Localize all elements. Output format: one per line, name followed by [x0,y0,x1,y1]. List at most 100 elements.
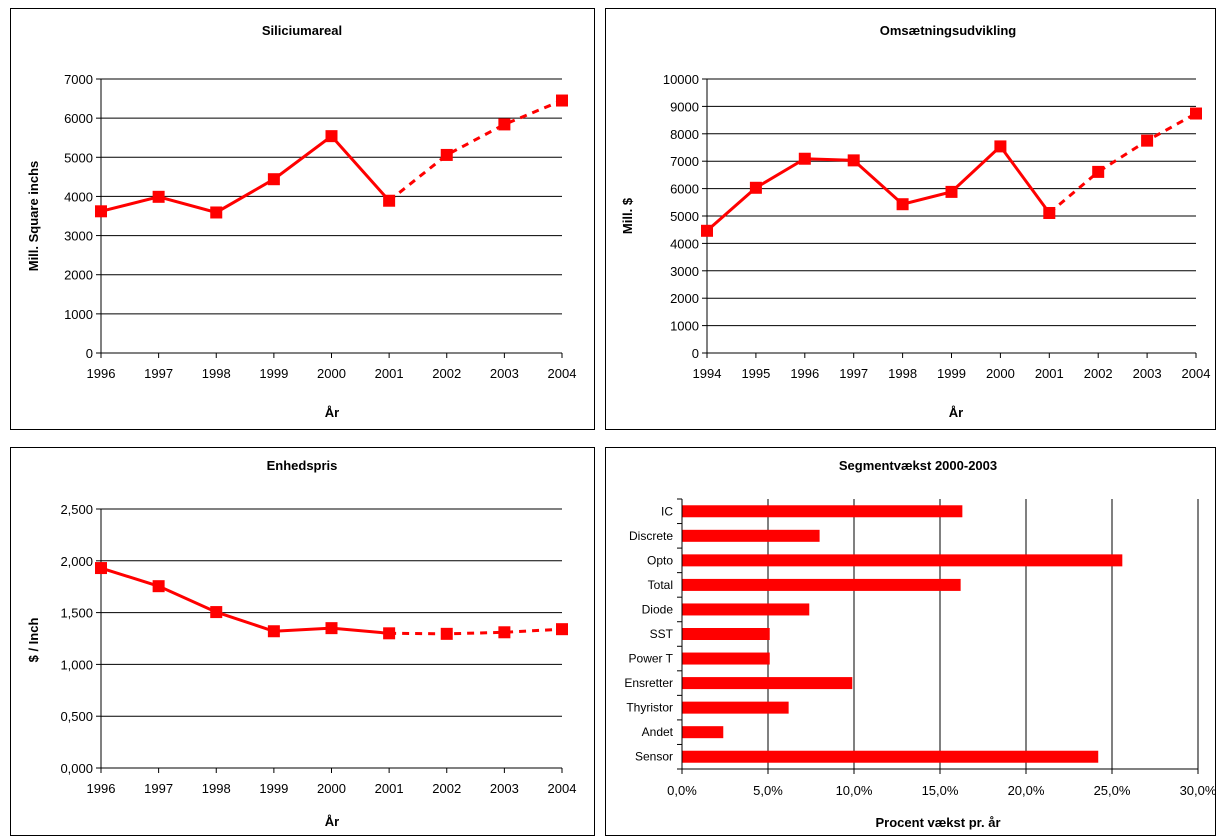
data-point-marker [1043,206,1056,219]
data-point-marker [383,627,396,640]
y-tick-label: 0,000 [60,761,93,776]
y-tick-label: 0,500 [60,709,93,724]
chart-title: Enhedspris [267,458,338,473]
y-tick-label: 2,000 [60,554,93,569]
category-label: Discrete [629,529,673,543]
data-point-marker [556,623,568,636]
bar [682,628,770,640]
chart-title: Segmentvækst 2000-2003 [839,458,997,473]
x-tick-label: 1999 [259,781,288,796]
data-point-marker [210,606,223,619]
category-label: Sensor [635,750,673,764]
y-tick-label: 2,500 [60,502,93,517]
x-tick-label: 2000 [986,366,1015,381]
category-label: Andet [642,725,674,739]
x-tick-label: 1998 [202,366,231,381]
x-tick-label: 2001 [1035,366,1064,381]
x-tick-label: 2000 [317,781,346,796]
y-tick-label: 5000 [64,150,93,165]
chart-panel-enhedspris: Enhedspris År $ / Inch 0,000 0,500 1,000 1,… [10,447,595,836]
y-tick-label: 3000 [670,264,699,279]
chart-title: Omsætningsudvikling [880,23,1017,38]
data-point-marker [152,190,165,203]
x-tick-label: 5,0% [753,783,783,798]
x-tick-label: 2002 [1084,366,1113,381]
x-tick-label: 2004 [548,366,577,381]
y-axis-label: Mill. Square inchs [26,161,41,272]
data-point-marker [383,194,396,207]
y-tick-label: 1000 [670,319,699,334]
data-point-marker [498,626,511,639]
chart-panel-segmentvaekst: Segmentvækst 2000-2003 Procent vækst pr.… [605,447,1216,836]
category-label: SST [650,627,674,641]
y-tick-label: 1000 [64,307,93,322]
x-tick-label: 1997 [839,366,868,381]
x-tick-label: 2004 [548,781,577,796]
x-tick-label: 2001 [375,366,404,381]
y-tick-label: 8000 [670,127,699,142]
bar [682,505,963,518]
series-line-forecast [389,627,563,636]
x-tick-label: 1997 [144,781,173,796]
chart-siliciumareal: Siliciumareal År Mill. Square inchs 0 100… [26,23,577,420]
bar [682,750,1099,763]
category-label: Thyristor [626,701,673,715]
bar [682,603,810,616]
data-point-marker [994,140,1007,153]
chart-enhedspris: Enhedspris År $ / Inch 0,000 0,500 1,000 1,… [26,458,577,829]
y-axis-label: Mill. $ [620,197,635,234]
x-axis-label: År [325,814,339,829]
x-tick-label: 10,0% [836,783,873,798]
data-point-marker [152,580,165,593]
x-tick-label: 1996 [790,366,819,381]
x-tick-label: 20,0% [1008,783,1045,798]
y-tick-label: 0 [692,346,699,361]
y-tick-label: 4000 [64,189,93,204]
x-tick-label: 2002 [432,781,461,796]
y-tick-label: 2000 [670,291,699,306]
data-point-marker [945,185,958,198]
x-tick-label: 2001 [375,781,404,796]
y-tick-label: 10000 [663,72,699,87]
data-point-marker [325,130,338,143]
data-point-marker [498,118,511,131]
data-point-marker [556,94,568,107]
data-point-marker [1190,107,1202,120]
data-point-marker [267,625,280,638]
x-tick-label: 1998 [888,366,917,381]
series-line-actual [100,566,390,635]
x-axis-label: Procent vækst pr. år [876,815,1001,830]
bar [682,726,724,739]
x-tick-label: 2000 [317,366,346,381]
y-tick-label: 7000 [670,154,699,169]
chart-panel-omsaetningsudvikling: Omsætningsudvikling År Mill. $ 0 1000 2000… [605,8,1216,430]
x-tick-label: 1999 [259,366,288,381]
data-point-marker [1141,134,1154,147]
y-tick-label: 2000 [64,268,93,283]
x-tick-label: 2002 [432,366,461,381]
y-tick-label: 6000 [64,111,93,126]
bar [682,701,789,714]
series-line-actual [100,134,391,215]
category-label: Total [648,578,673,592]
category-label: Ensretter [624,676,673,690]
series-line-forecast [388,99,563,202]
data-point-marker [95,205,107,218]
x-axis-label: År [949,405,963,420]
y-tick-label: 7000 [64,72,93,87]
series-line-forecast [1048,112,1197,215]
bar [682,554,1123,567]
y-tick-label: 0 [86,346,93,361]
x-tick-label: 30,0% [1180,783,1215,798]
y-tick-label: 4000 [670,236,699,251]
bar [682,529,820,542]
x-tick-label: 15,0% [922,783,959,798]
x-tick-label: 2003 [490,781,519,796]
x-tick-label: 2003 [1133,366,1162,381]
data-point-marker [847,154,860,167]
data-point-marker [701,224,713,237]
bar [682,677,853,690]
x-tick-label: 2004 [1182,366,1211,381]
data-point-marker [210,206,223,219]
chart-title: Siliciumareal [262,23,342,38]
